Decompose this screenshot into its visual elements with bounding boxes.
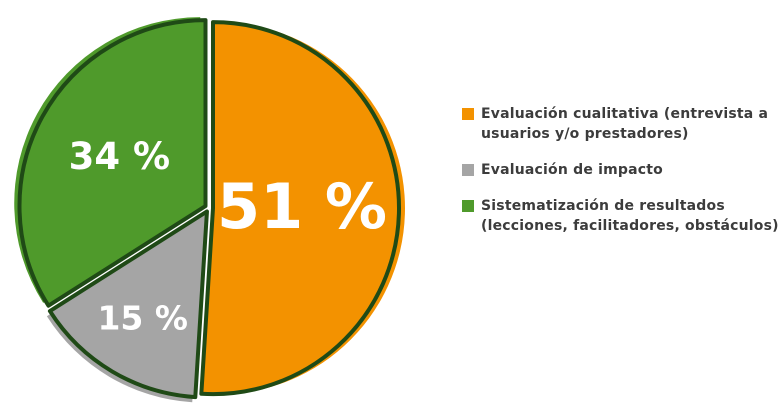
legend-swatch <box>462 200 474 212</box>
legend-label: Sistematización de resultados (lecciones… <box>481 198 779 234</box>
legend-item: Sistematización de resultados (lecciones… <box>462 196 783 236</box>
legend-label: Evaluación cualitativa (entrevista a usu… <box>481 106 769 142</box>
legend-label: Evaluación de impacto <box>481 162 663 178</box>
legend-swatch <box>462 108 474 120</box>
slice <box>47 209 209 400</box>
slice-label: 15 % <box>97 299 187 338</box>
legend-swatch <box>462 164 474 176</box>
slice <box>17 18 208 308</box>
legend-item: Evaluación de impacto <box>462 160 783 180</box>
slice <box>199 20 401 397</box>
legend-item: Evaluación cualitativa (entrevista a usu… <box>462 104 783 144</box>
slice-label: 51 % <box>217 170 387 243</box>
slice-label: 34 % <box>69 135 170 178</box>
legend: Evaluación cualitativa (entrevista a usu… <box>462 104 783 252</box>
